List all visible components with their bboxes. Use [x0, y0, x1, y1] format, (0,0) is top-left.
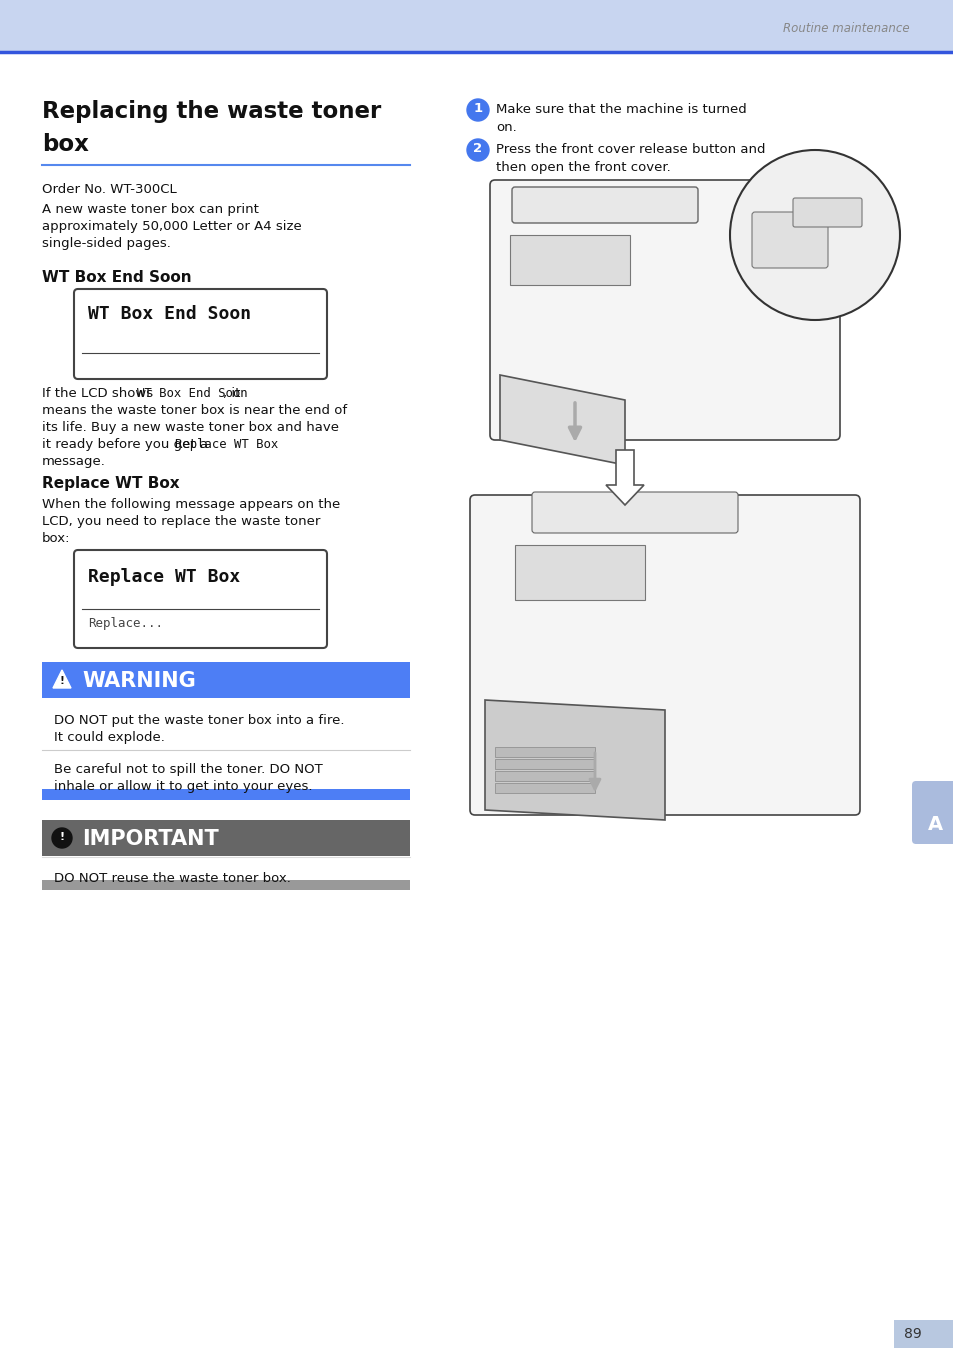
Text: 1: 1	[473, 102, 482, 116]
FancyArrow shape	[605, 450, 643, 506]
Text: WT Box End Soon: WT Box End Soon	[88, 305, 251, 324]
Text: Replace...: Replace...	[88, 617, 163, 630]
Polygon shape	[53, 670, 71, 687]
Text: WT Box End Soon: WT Box End Soon	[137, 387, 248, 400]
Polygon shape	[499, 375, 624, 465]
Bar	[42, 820, 410, 856]
Text: !: !	[59, 832, 65, 842]
Bar	[510, 235, 629, 284]
Bar	[495, 759, 595, 768]
Text: LCD, you need to replace the waste toner: LCD, you need to replace the waste toner	[42, 515, 320, 528]
Circle shape	[467, 98, 489, 121]
Circle shape	[467, 139, 489, 160]
Text: It could explode.: It could explode.	[54, 731, 165, 744]
Text: then open the front cover.: then open the front cover.	[496, 160, 670, 174]
Text: , it: , it	[223, 387, 240, 400]
Text: Replace WT Box: Replace WT Box	[42, 476, 179, 491]
Text: If the LCD shows: If the LCD shows	[42, 387, 157, 400]
Text: A: A	[926, 816, 942, 834]
Text: WARNING: WARNING	[82, 671, 195, 692]
FancyBboxPatch shape	[512, 187, 698, 222]
Text: Be careful not to spill the toner. DO NOT: Be careful not to spill the toner. DO NO…	[54, 763, 322, 776]
Bar	[495, 747, 595, 758]
Text: it ready before you get a: it ready before you get a	[42, 438, 212, 452]
FancyBboxPatch shape	[792, 198, 862, 226]
FancyBboxPatch shape	[74, 288, 327, 379]
Text: DO NOT reuse the waste toner box.: DO NOT reuse the waste toner box.	[54, 872, 291, 886]
Bar	[0, 0, 953, 53]
Polygon shape	[484, 700, 664, 820]
Text: Make sure that the machine is turned: Make sure that the machine is turned	[496, 102, 746, 116]
Text: on.: on.	[496, 121, 517, 133]
FancyBboxPatch shape	[490, 181, 840, 439]
Text: WT Box End Soon: WT Box End Soon	[42, 270, 192, 284]
Bar	[42, 789, 410, 799]
Text: When the following message appears on the: When the following message appears on th…	[42, 497, 340, 511]
Bar	[42, 662, 410, 698]
Text: approximately 50,000 Letter or A4 size: approximately 50,000 Letter or A4 size	[42, 220, 301, 233]
Text: message.: message.	[42, 456, 106, 468]
Text: inhale or allow it to get into your eyes.: inhale or allow it to get into your eyes…	[54, 780, 313, 793]
FancyBboxPatch shape	[74, 550, 327, 648]
Text: Routine maintenance: Routine maintenance	[782, 22, 909, 35]
FancyBboxPatch shape	[911, 780, 953, 844]
Bar	[515, 545, 644, 600]
Text: Replace WT Box: Replace WT Box	[88, 568, 240, 586]
Text: Replace WT Box: Replace WT Box	[174, 438, 278, 452]
Text: single-sided pages.: single-sided pages.	[42, 237, 171, 249]
Circle shape	[729, 150, 899, 319]
Text: 2: 2	[473, 143, 482, 155]
Bar	[42, 880, 410, 890]
Text: !: !	[59, 675, 65, 686]
FancyBboxPatch shape	[751, 212, 827, 268]
Text: its life. Buy a new waste toner box and have: its life. Buy a new waste toner box and …	[42, 421, 338, 434]
Text: DO NOT put the waste toner box into a fire.: DO NOT put the waste toner box into a fi…	[54, 714, 344, 727]
Text: Replacing the waste toner: Replacing the waste toner	[42, 100, 381, 123]
Text: Order No. WT-300CL: Order No. WT-300CL	[42, 183, 176, 195]
Text: A new waste toner box can print: A new waste toner box can print	[42, 204, 258, 216]
Circle shape	[52, 828, 71, 848]
Text: Press the front cover release button and: Press the front cover release button and	[496, 143, 764, 156]
Bar	[495, 783, 595, 793]
Text: means the waste toner box is near the end of: means the waste toner box is near the en…	[42, 404, 347, 417]
FancyBboxPatch shape	[532, 492, 738, 532]
FancyBboxPatch shape	[470, 495, 859, 816]
Text: box: box	[42, 133, 89, 156]
Text: box:: box:	[42, 532, 71, 545]
Text: IMPORTANT: IMPORTANT	[82, 829, 218, 849]
Bar	[893, 1320, 953, 1348]
Bar	[495, 771, 595, 780]
Text: 89: 89	[903, 1326, 921, 1341]
